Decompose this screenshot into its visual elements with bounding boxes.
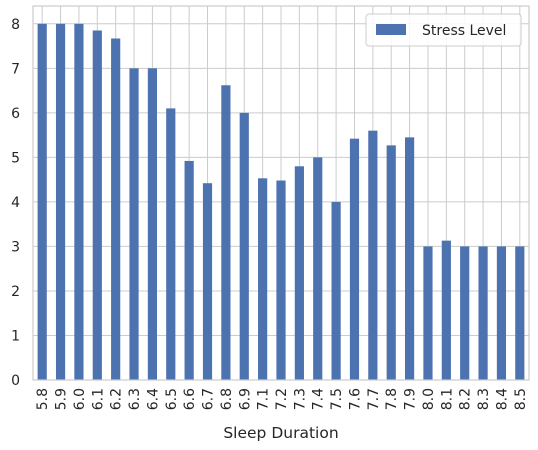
- x-tick-label: 8.2: [458, 388, 474, 410]
- x-tick-label: 5.9: [54, 388, 70, 410]
- bar-6.2: [111, 38, 121, 380]
- bar-6.5: [166, 108, 176, 381]
- bar-7.2: [276, 180, 286, 380]
- x-tick-label: 7.1: [256, 388, 272, 410]
- x-tick-label: 6.7: [201, 388, 217, 410]
- bar-8.3: [478, 246, 488, 380]
- x-tick-label: 6.5: [164, 388, 180, 410]
- bar-6.9: [239, 112, 249, 380]
- x-tick-label: 8.3: [476, 388, 492, 410]
- x-tick-label: 6.2: [109, 388, 125, 410]
- plot-frame: [32, 5, 530, 381]
- bar-6.7: [202, 183, 213, 380]
- x-tick-labels: 5.8 5.9 6.0 6.1 6.2 6.3 6.4 6.5 6.6 6.7 6.8 6.9 7.1 7…: [35, 388, 529, 410]
- bar-7.9: [405, 137, 415, 380]
- x-tick-label: 6.9: [237, 388, 253, 410]
- bar-8.5: [515, 246, 525, 380]
- bar-7.5: [331, 201, 341, 380]
- x-tick-label: 8.0: [421, 388, 437, 410]
- x-tick-label: 7.7: [366, 388, 382, 410]
- bar-7.6: [349, 138, 360, 380]
- bar-8.4: [496, 246, 507, 380]
- y-tick-label: 1: [11, 328, 20, 344]
- bar-6.0: [74, 23, 84, 381]
- bar-5.8: [37, 23, 47, 381]
- x-tick-label: 7.9: [403, 388, 419, 410]
- bars: [37, 23, 525, 381]
- y-tick-label: 2: [11, 284, 20, 300]
- x-tick-label: 7.4: [311, 388, 327, 410]
- x-tick-label: 6.1: [90, 388, 106, 410]
- x-tick-label: 7.8: [384, 388, 400, 410]
- x-tick-label: 8.5: [513, 388, 529, 410]
- bar-6.8: [221, 85, 231, 380]
- y-tick-label: 4: [11, 195, 20, 211]
- x-tick-label: 6.6: [182, 388, 198, 410]
- bar-6.3: [129, 68, 139, 380]
- y-tick-label: 8: [11, 17, 20, 33]
- bar-8.2: [460, 246, 470, 380]
- bar-5.9: [55, 23, 66, 381]
- bar-6.1: [92, 30, 102, 380]
- x-tick-label: 7.2: [274, 388, 290, 410]
- legend-label: Stress Level: [422, 23, 506, 39]
- bar-6.6: [184, 160, 194, 380]
- y-tick-label: 6: [11, 106, 20, 122]
- x-tick-label: 5.8: [35, 388, 51, 410]
- x-tick-label: 6.3: [127, 388, 143, 410]
- y-tick-label: 0: [11, 373, 20, 389]
- x-tick-label: 7.5: [329, 388, 345, 410]
- x-tick-label: 8.1: [439, 388, 455, 410]
- bar-6.4: [147, 68, 157, 380]
- legend: Stress Level: [365, 13, 522, 47]
- bar-7.7: [368, 130, 378, 380]
- x-axis-title: Sleep Duration: [223, 424, 338, 442]
- x-tick-label: 7.3: [292, 388, 308, 410]
- bar-8.0: [423, 246, 433, 380]
- legend-box: [365, 13, 522, 47]
- bar-8.1: [441, 240, 451, 380]
- bar-7.3: [294, 166, 304, 380]
- x-tick-label: 6.8: [219, 388, 235, 410]
- y-tick-label: 7: [11, 61, 20, 77]
- x-tick-label: 8.4: [494, 388, 510, 410]
- x-tick-label: 7.6: [347, 388, 363, 410]
- legend-swatch: [376, 24, 406, 35]
- x-tick-label: 6.0: [72, 388, 88, 410]
- x-tick-label: 6.4: [145, 388, 161, 410]
- y-tick-label: 3: [11, 239, 20, 255]
- bar-7.4: [313, 157, 323, 380]
- y-tick-labels: 0 1 2 3 4 5 6 7 8: [11, 17, 20, 389]
- bar-7.8: [386, 145, 396, 380]
- bar-7.1: [258, 178, 268, 380]
- y-tick-label: 5: [11, 150, 20, 166]
